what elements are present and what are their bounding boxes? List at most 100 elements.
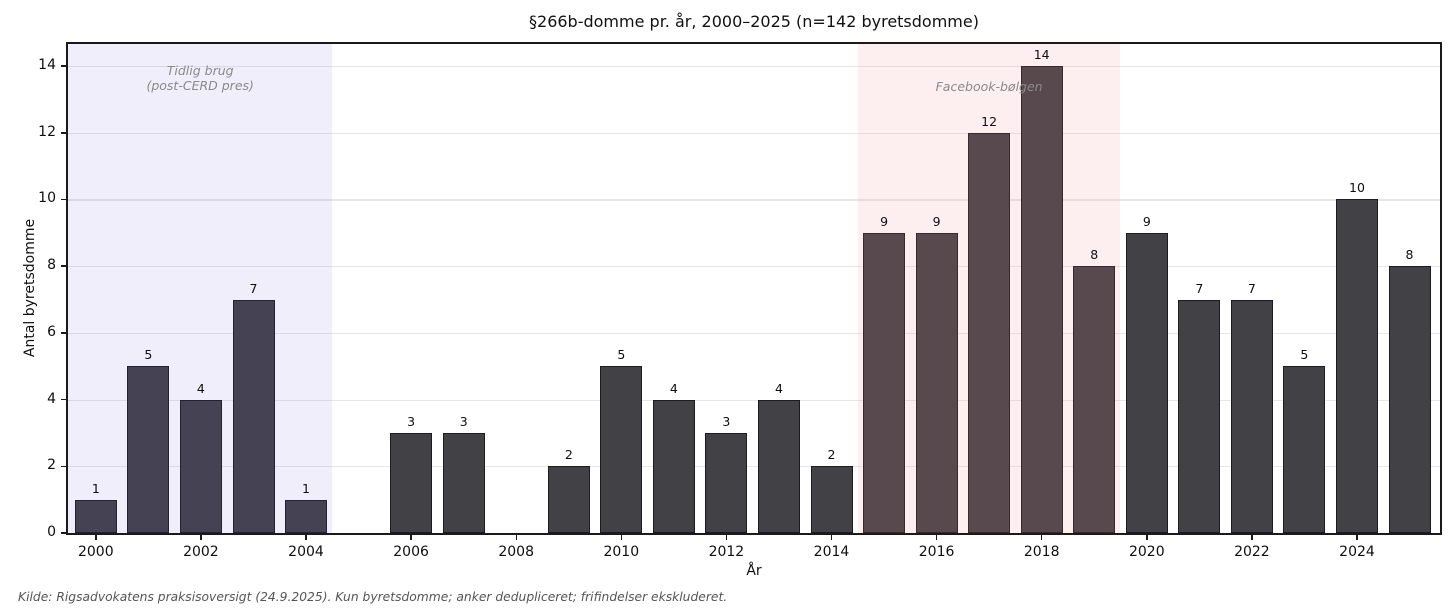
gridline-y-12 <box>68 132 1440 134</box>
y-tick-6 <box>61 332 67 334</box>
value-label-2023: 5 <box>1300 347 1309 363</box>
spine-top <box>68 42 1440 44</box>
bar-2020 <box>1125 232 1168 533</box>
x-tick-2002 <box>200 535 202 540</box>
x-tick-label-2014: 2014 <box>813 544 850 560</box>
x-tick-2004 <box>305 535 307 540</box>
x-tick-2024 <box>1356 535 1358 540</box>
x-tick-2000 <box>95 535 97 540</box>
gridline-y-4 <box>68 399 1440 401</box>
bar-2012 <box>705 432 748 533</box>
value-label-2004: 1 <box>302 480 310 496</box>
value-label-2006: 3 <box>407 413 416 429</box>
gridline-y-10 <box>68 199 1440 201</box>
y-tick-14 <box>61 65 67 67</box>
source-note: Kilde: Rigsadvokatens praksisoversigt (2… <box>18 590 728 604</box>
x-tick-label-2006: 2006 <box>393 544 429 560</box>
x-tick-label-2018: 2018 <box>1023 544 1060 560</box>
spine-right <box>1440 42 1442 535</box>
gridline-y-14 <box>68 66 1440 68</box>
bar-2014 <box>810 466 853 533</box>
y-tick-label-4: 4 <box>47 390 56 407</box>
bar-2006 <box>390 432 433 533</box>
value-label-2021: 7 <box>1195 280 1204 296</box>
bar-2007 <box>442 432 485 533</box>
value-label-2025: 8 <box>1405 247 1414 263</box>
value-label-2016: 9 <box>932 213 941 229</box>
gridline-y-6 <box>68 332 1440 335</box>
x-tick-label-2022: 2022 <box>1234 544 1270 560</box>
band-tidlig-brug <box>68 42 333 533</box>
band-label-tidlig-brug: Tidlig brug (post-CERD pres) <box>146 63 254 93</box>
bar-2009 <box>547 466 590 533</box>
value-label-2020: 9 <box>1142 213 1151 229</box>
x-tick-label-2012: 2012 <box>708 544 745 560</box>
x-tick-2018 <box>1040 535 1043 540</box>
y-tick-4 <box>61 398 67 401</box>
x-tick-2008 <box>515 535 517 540</box>
value-label-2001: 5 <box>144 347 153 363</box>
x-tick-2022 <box>1251 535 1253 540</box>
y-tick-0 <box>61 532 67 534</box>
bar-2019 <box>1073 266 1116 533</box>
value-label-2013: 4 <box>775 380 783 396</box>
value-label-2015: 9 <box>880 213 889 229</box>
x-tick-label-2016: 2016 <box>918 544 955 560</box>
y-tick-label-14: 14 <box>38 57 56 73</box>
x-tick-label-2008: 2008 <box>498 544 534 560</box>
y-tick-label-6: 6 <box>47 323 56 340</box>
x-tick-2012 <box>725 535 728 540</box>
value-label-2003: 7 <box>249 280 258 296</box>
value-label-2010: 5 <box>617 347 626 363</box>
bar-2001 <box>127 366 170 533</box>
y-tick-label-8: 8 <box>47 257 56 274</box>
x-tick-2010 <box>620 535 623 540</box>
x-tick-label-2010: 2010 <box>603 544 640 560</box>
value-label-2019: 8 <box>1090 247 1099 263</box>
x-tick-2014 <box>830 535 833 540</box>
bar-2023 <box>1283 366 1326 533</box>
value-label-2007: 3 <box>459 413 468 429</box>
x-tick-label-2020: 2020 <box>1128 544 1165 560</box>
x-axis-label: År <box>746 563 762 579</box>
y-tick-label-2: 2 <box>47 457 56 474</box>
bar-2021 <box>1178 299 1221 533</box>
bar-2017 <box>968 132 1011 533</box>
value-label-2014: 2 <box>827 447 836 463</box>
gridline-y-2 <box>68 466 1440 468</box>
x-tick-label-2000: 2000 <box>77 544 114 560</box>
bar-2013 <box>757 399 800 533</box>
bar-2015 <box>863 232 905 533</box>
x-tick-2006 <box>410 535 412 540</box>
bar-2000 <box>74 499 117 533</box>
band-label-facebook-boelgen: Facebook-bølgen <box>935 79 1043 94</box>
value-label-2000: 1 <box>91 480 100 496</box>
bar-2022 <box>1230 299 1273 533</box>
x-tick-2016 <box>935 535 938 540</box>
bar-2011 <box>652 399 695 533</box>
y-tick-2 <box>61 465 67 467</box>
x-tick-2020 <box>1146 535 1148 540</box>
bar-2018 <box>1020 66 1063 533</box>
value-label-2018: 14 <box>1033 47 1050 62</box>
spine-bottom <box>68 533 1440 536</box>
y-tick-8 <box>61 265 67 267</box>
y-tick-label-0: 0 <box>47 524 56 540</box>
band-facebook-boelgen <box>857 42 1121 533</box>
bar-2016 <box>915 232 958 533</box>
y-tick-10 <box>61 198 67 201</box>
value-label-2009: 2 <box>564 447 573 463</box>
bar-2002 <box>179 399 222 533</box>
chart-title: §266b-domme pr. år, 2000–2025 (n=142 byr… <box>529 12 979 31</box>
bar-2004 <box>285 499 327 533</box>
value-label-2022: 7 <box>1247 280 1256 296</box>
bar-2024 <box>1336 199 1378 533</box>
value-label-2012: 3 <box>722 413 731 429</box>
x-tick-label-2024: 2024 <box>1339 544 1375 560</box>
bar-2025 <box>1388 266 1431 533</box>
value-label-2017: 12 <box>981 113 998 129</box>
y-tick-12 <box>61 132 67 134</box>
spine-left <box>66 42 68 535</box>
gridline-y-8 <box>68 266 1440 268</box>
